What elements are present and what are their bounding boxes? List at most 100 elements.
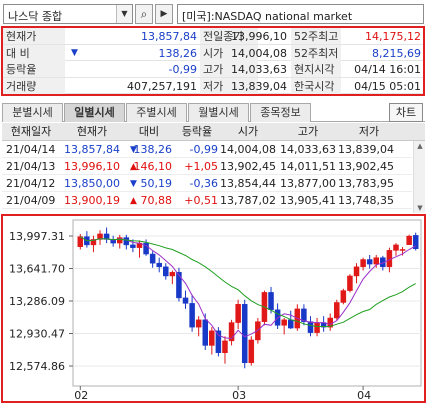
candle-body bbox=[195, 319, 202, 328]
open-cell: 13,854,44 bbox=[220, 177, 276, 190]
candle-body bbox=[163, 266, 169, 277]
open-cell: 14,004,08 bbox=[220, 143, 276, 156]
tab-1[interactable]: 분별시세 bbox=[2, 103, 63, 122]
candle-body bbox=[228, 322, 235, 342]
info-label: 현재가 bbox=[6, 30, 37, 43]
chevron-right-icon[interactable]: ▶ bbox=[155, 4, 173, 24]
scroll-up-icon[interactable]: ▲ bbox=[417, 142, 423, 150]
candle-body bbox=[169, 272, 176, 277]
info-label: 등락율 bbox=[6, 63, 37, 76]
table-row[interactable]: 21/04/12 13,850,00 ▼ 50,19 -0,36 13,854,44 13,… bbox=[2, 175, 412, 192]
scroll-down-icon[interactable]: ▼ bbox=[417, 204, 423, 212]
price-cell: 13,850,00 bbox=[64, 177, 120, 190]
x-tick-label: 02 bbox=[74, 389, 88, 401]
quote-info-panel: 현재가 13,857,84 전일종가 13,996,10 52주최고 14,175,12 대… bbox=[1, 26, 425, 96]
info-label: 전일종가 bbox=[203, 30, 244, 43]
column-header: 고가 bbox=[297, 125, 319, 138]
candlestick-chart: 13,997.31 13,641.70 13,286.09 12,930.47 12,5… bbox=[9, 219, 422, 401]
candle-body bbox=[222, 340, 228, 353]
low-cell: 13,748,35 bbox=[338, 194, 394, 207]
tab-4[interactable]: 월별시세 bbox=[188, 103, 249, 122]
search-icon[interactable]: ⌕ bbox=[135, 4, 153, 24]
chart-button[interactable]: 차트 bbox=[389, 103, 423, 122]
candle-body bbox=[373, 257, 379, 265]
symbol-select[interactable]: 나스닥 종합 ▼ bbox=[3, 4, 133, 24]
info-row: 거래량 407,257,191 저가 13,839,04 한국시각 04/15 05:01 bbox=[3, 77, 423, 94]
up-arrow-icon: ▲ bbox=[130, 162, 137, 172]
daily-price-table: 현재일자 현재가 대비 등락율 시가 고가 저가 ▲ ▼ 21/04/14 13,857,84… bbox=[2, 123, 425, 213]
date-cell: 21/04/14 bbox=[6, 143, 56, 156]
candle-body bbox=[393, 244, 399, 251]
ma-short-line bbox=[80, 236, 416, 340]
label-bg bbox=[291, 77, 341, 94]
high-cell: 14,033,63 bbox=[280, 143, 336, 156]
candle-body bbox=[143, 242, 149, 255]
candle-body bbox=[248, 339, 255, 364]
price-chart[interactable]: 13,997.31 13,641.70 13,286.09 12,930.47 12,5… bbox=[1, 214, 426, 403]
down-arrow-icon: ▼ bbox=[130, 179, 137, 189]
candle-body bbox=[360, 259, 366, 268]
table-scrollbar[interactable]: ▲ ▼ bbox=[413, 141, 425, 213]
info-label: 거래량 bbox=[6, 79, 37, 93]
tab-3[interactable]: 주별시세 bbox=[126, 103, 187, 122]
candle-body bbox=[235, 304, 241, 323]
price-cell: 13,996,10 bbox=[64, 160, 120, 173]
column-header: 시가 bbox=[237, 125, 259, 138]
candle-body bbox=[103, 233, 110, 240]
info-label: 대 비 bbox=[6, 46, 30, 60]
chevron-down-icon[interactable]: ▼ bbox=[116, 5, 132, 23]
diff-cell: 70,88 bbox=[140, 194, 173, 207]
candle-body bbox=[241, 304, 248, 364]
info-value: 138,26 bbox=[158, 46, 198, 60]
open-cell: 13,902,45 bbox=[220, 160, 276, 173]
plot-frame bbox=[72, 219, 422, 387]
label-bg bbox=[3, 77, 65, 94]
rate-cell: +1,05 bbox=[184, 160, 218, 173]
info-label: 52주최저 bbox=[294, 46, 339, 60]
label-bg bbox=[291, 28, 341, 44]
high-cell: 13,877,00 bbox=[280, 177, 336, 190]
info-label: 시가 bbox=[203, 46, 224, 60]
info-label: 고가 bbox=[203, 63, 224, 76]
candle-body bbox=[156, 262, 162, 268]
label-bg bbox=[3, 44, 65, 61]
candle-body bbox=[215, 330, 222, 353]
table-row[interactable]: 21/04/13 13,996,10 ▲ 146,10 +1,05 13,902,45 14… bbox=[2, 158, 412, 175]
tab-bar: 차트 분별시세 일별시세 주별시세 월별시세 종목정보 bbox=[2, 103, 425, 122]
market-label-box: [미국]:NASDAQ national market bbox=[177, 4, 424, 24]
info-value: 13,996,10 bbox=[231, 30, 287, 43]
label-bg bbox=[200, 61, 258, 77]
y-tick-label: 12,930.47 bbox=[9, 328, 65, 341]
info-value: 04/15 05:01 bbox=[354, 79, 421, 93]
rate-cell: -0,36 bbox=[189, 177, 218, 190]
date-cell: 21/04/12 bbox=[6, 177, 56, 190]
tab-2[interactable]: 일별시세 bbox=[64, 103, 125, 122]
info-label: 52주최고 bbox=[294, 30, 339, 43]
down-arrow-icon: ▼ bbox=[130, 145, 137, 155]
price-cell: 13,857,84 bbox=[64, 143, 120, 156]
diff-cell: 138,26 bbox=[133, 143, 173, 156]
candle-body bbox=[182, 297, 189, 304]
tab-5[interactable]: 종목정보 bbox=[250, 103, 311, 122]
info-label: 저가 bbox=[203, 79, 224, 93]
table-row[interactable]: 21/04/09 13,900,19 ▲ 70,88 +0,51 13,787,02 13,… bbox=[2, 192, 412, 209]
info-value: 8,215,69 bbox=[372, 46, 421, 60]
symbol-search-bar: 나스닥 종합 ▼ ⌕ ▶ [미국]:NASDAQ national market bbox=[3, 3, 424, 25]
y-tick-label: 12,574.86 bbox=[9, 360, 65, 373]
candle-body bbox=[301, 308, 307, 322]
candle-body bbox=[334, 302, 340, 319]
high-cell: 14,011,51 bbox=[280, 160, 336, 173]
candle-body bbox=[117, 237, 123, 244]
info-value: 13,857,84 bbox=[141, 30, 197, 43]
label-bg bbox=[200, 28, 258, 44]
candle-body bbox=[353, 266, 360, 277]
date-cell: 21/04/09 bbox=[6, 194, 56, 207]
y-tick-label: 13,997.31 bbox=[9, 230, 65, 243]
candle-body bbox=[347, 275, 353, 291]
candle-body bbox=[268, 292, 274, 311]
candle-body bbox=[77, 236, 84, 247]
rate-cell: +0,51 bbox=[184, 194, 218, 207]
table-row[interactable]: 21/04/14 13,857,84 ▼ 138,26 -0,99 14,004,08 14… bbox=[2, 141, 412, 158]
rate-cell: -0,99 bbox=[189, 143, 218, 156]
candle-body bbox=[209, 330, 215, 346]
